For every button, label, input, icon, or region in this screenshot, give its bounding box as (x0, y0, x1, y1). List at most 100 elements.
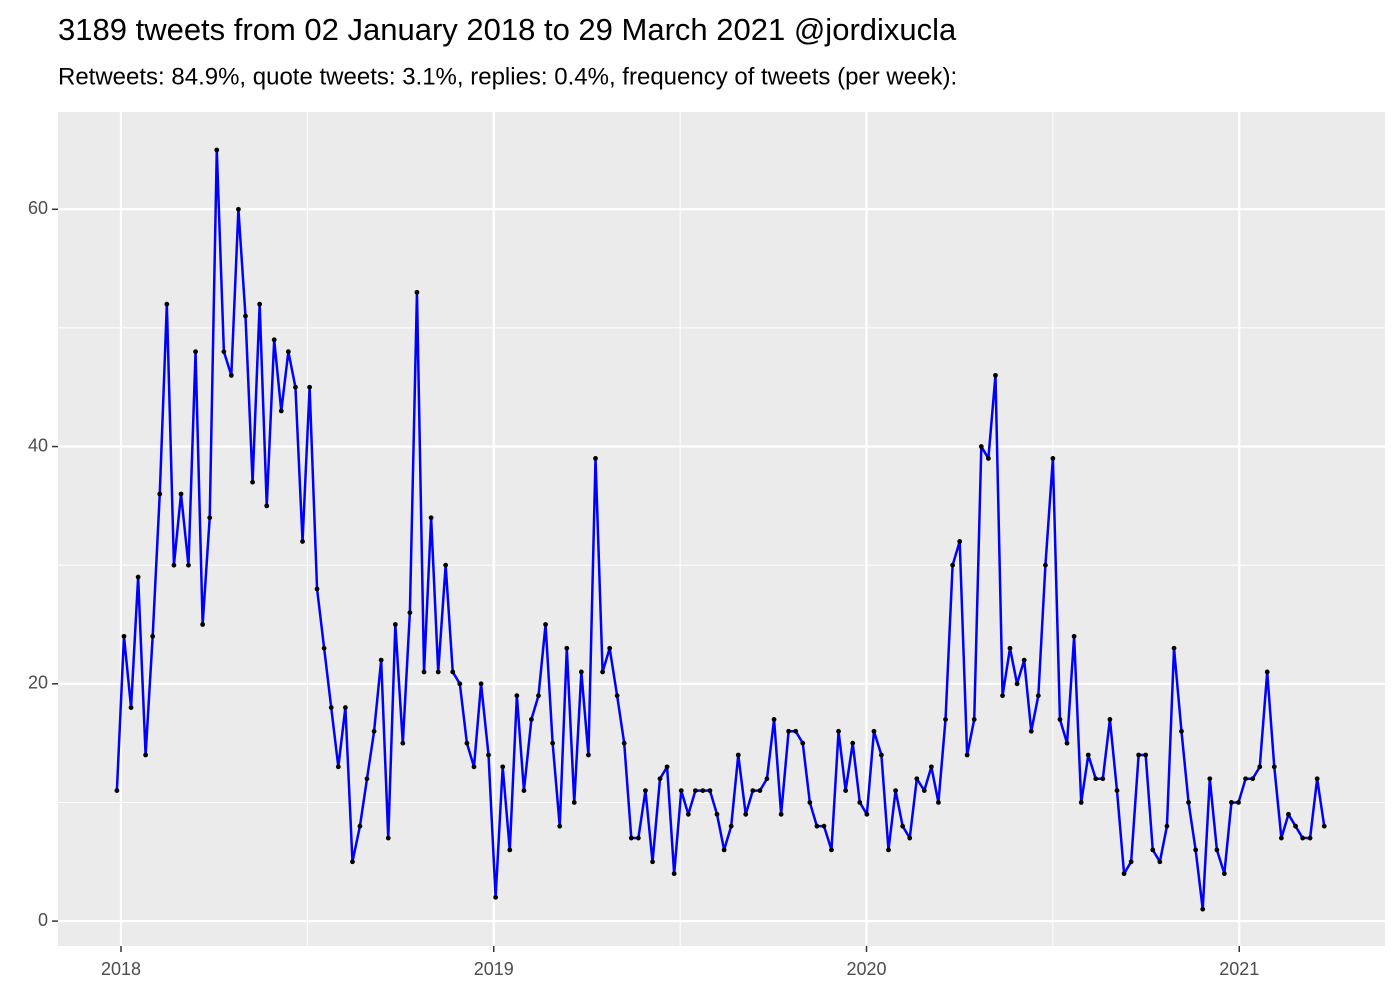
data-point (550, 740, 556, 746)
data-point (450, 669, 456, 675)
data-point (257, 301, 263, 307)
data-point (1107, 717, 1113, 722)
data-line (115, 148, 1326, 911)
data-point (1200, 906, 1206, 912)
data-point (236, 206, 241, 212)
data-point (464, 740, 470, 746)
data-point (1128, 859, 1134, 865)
data-point (1314, 776, 1320, 782)
data-point (443, 562, 449, 568)
data-point (1064, 740, 1070, 746)
data-point (1300, 835, 1306, 841)
data-point (879, 752, 884, 758)
data-point (1035, 693, 1041, 699)
data-point (864, 811, 870, 817)
data-point (421, 669, 427, 675)
data-point (586, 752, 591, 758)
data-point (1136, 752, 1142, 758)
data-point (978, 444, 984, 449)
data-point (243, 313, 248, 319)
data-point (385, 835, 391, 841)
chart-subtitle: Retweets: 84.9%, quote tweets: 3.1%, rep… (58, 63, 957, 90)
data-point (214, 147, 220, 153)
data-point (392, 622, 398, 627)
data-point (1229, 800, 1234, 805)
data-point (342, 705, 348, 710)
data-point (1157, 859, 1163, 865)
data-point (250, 479, 255, 485)
data-point (800, 740, 806, 746)
data-point (871, 728, 877, 734)
data-point (914, 776, 920, 782)
data-point (300, 539, 305, 544)
x-tick-label: 2021 (1219, 959, 1259, 979)
data-point (135, 574, 141, 580)
data-point (1179, 728, 1184, 734)
data-point (271, 337, 277, 343)
data-point (928, 764, 934, 770)
data-point (264, 503, 270, 509)
data-point (1243, 776, 1248, 782)
data-point (671, 871, 677, 877)
data-point (564, 645, 570, 651)
data-point (628, 835, 634, 841)
data-point (507, 847, 513, 853)
data-point (843, 788, 849, 793)
y-tick-label: 40 (28, 435, 48, 455)
data-point (1021, 657, 1027, 663)
data-point (543, 622, 548, 627)
data-point (1164, 823, 1170, 829)
data-point (750, 788, 756, 793)
data-point (1250, 776, 1256, 782)
data-point (829, 847, 834, 853)
data-point (900, 823, 906, 829)
data-point (1286, 811, 1291, 817)
data-point (307, 384, 313, 390)
x-tick-label: 2018 (101, 959, 141, 979)
data-point (1085, 752, 1091, 758)
data-point (886, 847, 891, 853)
data-point (743, 811, 749, 817)
data-point (814, 823, 820, 829)
data-point (1236, 800, 1241, 805)
y-tick-label: 60 (28, 198, 48, 218)
data-point (1071, 633, 1077, 639)
data-point (714, 811, 720, 817)
data-point (193, 349, 198, 355)
data-point (293, 384, 298, 390)
data-point (614, 693, 620, 699)
data-point (771, 717, 777, 722)
data-point (486, 752, 491, 758)
data-point (650, 859, 655, 865)
data-point (1307, 835, 1313, 841)
chart-title: 3189 tweets from 02 January 2018 to 29 M… (58, 12, 957, 47)
data-point (600, 669, 605, 675)
data-point (1271, 764, 1277, 770)
y-tick-label: 0 (38, 910, 48, 930)
data-point (678, 788, 684, 793)
data-point (657, 776, 663, 782)
data-point (414, 289, 420, 295)
data-point (407, 610, 413, 616)
data-point (1007, 645, 1013, 651)
data-point (400, 740, 406, 746)
data-point (1150, 847, 1156, 853)
data-point (1221, 871, 1227, 877)
data-point (778, 811, 784, 817)
data-point (378, 657, 384, 663)
y-tick-label: 20 (28, 673, 48, 693)
data-point (1028, 728, 1034, 734)
data-point (150, 633, 156, 639)
data-point (157, 491, 163, 497)
data-point (1043, 562, 1048, 568)
data-point (521, 788, 527, 793)
data-point (786, 728, 791, 734)
data-point (143, 752, 148, 758)
data-point (635, 835, 641, 841)
data-point (664, 764, 670, 770)
data-point (221, 349, 227, 355)
data-point (557, 823, 563, 829)
data-point (621, 740, 627, 746)
data-point (571, 800, 577, 805)
data-point (907, 835, 913, 841)
